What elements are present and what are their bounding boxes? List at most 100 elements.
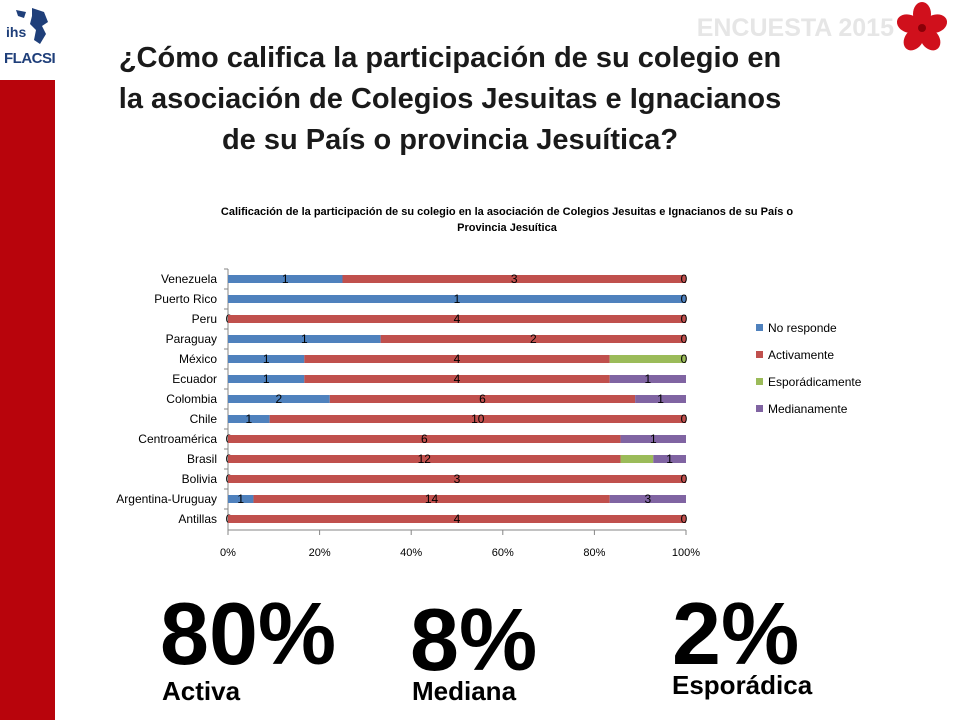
- bar-activamente-ecuador: [304, 375, 610, 383]
- data-label-no-responde-mexico: 1: [263, 352, 270, 366]
- bar-no-responde-paraguay: [228, 335, 381, 343]
- summary-label-esporadica: Esporádica: [672, 670, 813, 700]
- y-tick-label-peru: Peru: [192, 312, 217, 326]
- y-tick-label-mexico: México: [179, 352, 217, 366]
- x-tick-label: 80%: [583, 547, 605, 559]
- data-label-activamente-centroamerica: 6: [421, 432, 428, 446]
- x-tick-label: 60%: [492, 547, 514, 559]
- page-title-line-2: la asociación de Colegios Jesuitas e Ign…: [118, 83, 782, 115]
- page-title: ¿Cómo califica la participación de su co…: [60, 38, 840, 161]
- y-tick-label-antillas: Antillas: [178, 512, 217, 526]
- data-label-activamente-paraguay: 2: [530, 332, 537, 346]
- data-label-medianamente-ecuador: 1: [644, 372, 651, 386]
- bar-no-responde-ecuador: [228, 375, 305, 383]
- legend-swatch-activamente: [756, 351, 763, 358]
- x-tick-label: 20%: [309, 547, 331, 559]
- legend-label-no-responde: No responde: [768, 321, 837, 335]
- data-label-medianamente-argentina-uruguay: 3: [644, 492, 651, 506]
- y-tick-label-brasil: Brasil: [187, 452, 217, 466]
- bar-medianamente-brasil: [653, 455, 686, 463]
- legend-label-esporadicamente: Esporádicamente: [768, 375, 862, 389]
- data-label-medianamente-peru: 0: [681, 312, 688, 326]
- bar-medianamente-centroamerica: [620, 435, 686, 443]
- y-tick-label-colombia: Colombia: [166, 392, 217, 406]
- x-tick-label: 40%: [400, 547, 422, 559]
- data-label-activamente-brasil: 12: [418, 452, 432, 466]
- summary-label-mediana: Mediana: [412, 676, 517, 706]
- bar-no-responde-puerto-rico: [228, 295, 686, 303]
- data-label-activamente-ecuador: 4: [454, 372, 461, 386]
- data-label-no-responde-colombia: 2: [276, 392, 283, 406]
- summary-label-activa: Activa: [162, 676, 241, 706]
- data-label-no-responde-venezuela: 1: [282, 272, 289, 286]
- plot-area: 0% 20% 40% 60% 80% 100% Venezuela 1 3 0 Puerto Ric…: [116, 268, 700, 559]
- legend-label-medianamente: Medianamente: [768, 402, 848, 416]
- logo-flacsi-text: FLACSI: [4, 50, 56, 67]
- page-title-line-1: ¿Cómo califica la participación de su co…: [118, 42, 782, 74]
- bar-medianamente-colombia: [635, 395, 686, 403]
- data-label-medianamente-brasil: 1: [666, 452, 673, 466]
- data-label-medianamente-mexico: 0: [681, 352, 688, 366]
- y-tick-label-ecuador: Ecuador: [172, 372, 217, 386]
- page-title-line-3: de su País o provincia Jesuítica?: [221, 124, 679, 156]
- globe-icon: [10, 4, 54, 48]
- data-label-activamente-antillas: 4: [454, 512, 461, 526]
- data-label-medianamente-paraguay: 0: [681, 332, 688, 346]
- y-tick-label-paraguay: Paraguay: [166, 332, 217, 346]
- data-label-activamente-peru: 4: [454, 312, 461, 326]
- legend-label-activamente: Activamente: [768, 348, 834, 362]
- bar-esporadicamente-mexico: [609, 355, 686, 363]
- summary-percent-activa: 80%: [160, 584, 337, 683]
- survey-label: ENCUESTA 2015: [696, 14, 894, 42]
- brand-side-bar: [0, 80, 55, 720]
- data-label-activamente-argentina-uruguay: 14: [425, 492, 439, 506]
- bar-activamente-chile: [269, 415, 686, 423]
- data-label-activamente-mexico: 4: [454, 352, 461, 366]
- x-tick-label: 100%: [672, 547, 700, 559]
- bar-activamente-colombia: [329, 395, 636, 403]
- data-label-activamente-venezuela: 3: [511, 272, 518, 286]
- data-label-no-responde-ecuador: 1: [263, 372, 270, 386]
- bar-no-responde-argentina-uruguay: [228, 495, 254, 503]
- data-label-medianamente-venezuela: 0: [681, 272, 688, 286]
- x-tick-label: 0%: [220, 547, 236, 559]
- bar-activamente-centroamerica: [228, 435, 621, 443]
- bar-no-responde-colombia: [228, 395, 330, 403]
- data-label-medianamente-bolivia: 0: [681, 472, 688, 486]
- data-label-no-responde-paraguay: 1: [301, 332, 308, 346]
- legend-swatch-esporadicamente: [756, 378, 763, 385]
- y-tick-label-bolivia: Bolivia: [182, 472, 218, 486]
- legend-swatch-medianamente: [756, 405, 763, 412]
- bar-activamente-argentina-uruguay: [253, 495, 610, 503]
- data-label-no-responde-argentina-uruguay: 1: [237, 492, 244, 506]
- legend-swatch-no-responde: [756, 324, 763, 331]
- data-label-no-responde-puerto-rico: 1: [454, 292, 461, 306]
- chart-legend: No responde Activamente Esporádicamente Med…: [756, 321, 862, 416]
- bar-no-responde-venezuela: [228, 275, 343, 283]
- summary-percent-esporadica: 2%: [672, 584, 800, 683]
- bar-activamente-paraguay: [380, 335, 686, 343]
- bar-no-responde-chile: [228, 415, 270, 423]
- y-tick-label-puerto-rico: Puerto Rico: [154, 292, 217, 306]
- logo-ihs-text: ihs: [6, 24, 27, 40]
- data-label-activamente-chile: 10: [471, 412, 485, 426]
- data-label-activamente-colombia: 6: [479, 392, 486, 406]
- data-label-medianamente-puerto-rico: 0: [681, 292, 688, 306]
- ihs-flacsi-logo: ihs FLACSI: [2, 4, 56, 68]
- data-label-medianamente-chile: 0: [681, 412, 688, 426]
- chart-title-line-1: Calificación de la participación de su c…: [221, 206, 793, 218]
- bar-no-responde-mexico: [228, 355, 305, 363]
- data-label-medianamente-colombia: 1: [657, 392, 664, 406]
- bar-activamente-brasil: [228, 455, 621, 463]
- data-label-medianamente-antillas: 0: [681, 512, 688, 526]
- bar-medianamente-ecuador: [609, 375, 686, 383]
- flower-icon: [896, 2, 948, 51]
- y-tick-label-venezuela: Venezuela: [161, 272, 217, 286]
- bar-medianamente-argentina-uruguay: [609, 495, 686, 503]
- bar-activamente-peru: [228, 315, 686, 323]
- data-label-activamente-bolivia: 3: [454, 472, 461, 486]
- bar-esporadicamente-brasil: [620, 455, 654, 463]
- bar-activamente-bolivia: [228, 475, 686, 483]
- bar-activamente-venezuela: [342, 275, 686, 283]
